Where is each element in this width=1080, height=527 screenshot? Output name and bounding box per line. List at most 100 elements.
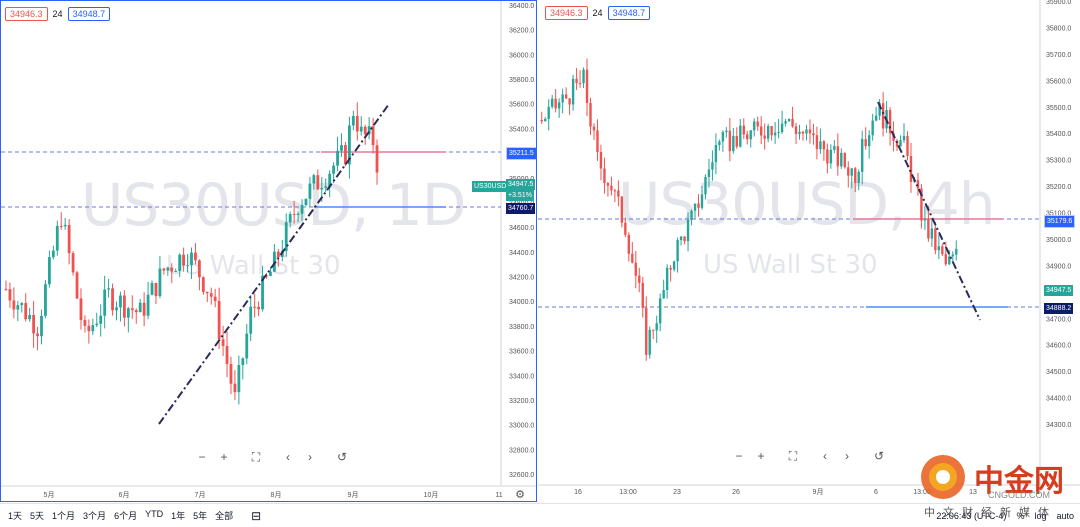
candle-body[interactable]	[658, 298, 662, 324]
candle-body[interactable]	[746, 134, 749, 140]
candle-body[interactable]	[693, 203, 697, 211]
candle-body[interactable]	[815, 135, 819, 150]
candle-body[interactable]	[606, 182, 610, 186]
candle-body[interactable]	[871, 120, 874, 136]
candle-body[interactable]	[146, 294, 150, 316]
candle-body[interactable]	[261, 275, 264, 310]
candle-body[interactable]	[728, 130, 732, 152]
daily-candlestick-chart[interactable]: 36400.0 36200.0 36000.0 35800.0 35600.0 35400…	[1, 1, 537, 502]
candle-body[interactable]	[638, 275, 641, 283]
candle-body[interactable]	[209, 293, 213, 297]
candle-body[interactable]	[557, 102, 561, 109]
candle-body[interactable]	[948, 256, 951, 265]
candle-body[interactable]	[874, 115, 878, 121]
candle-body[interactable]	[645, 307, 648, 355]
candle-body[interactable]	[99, 315, 103, 324]
bid-price[interactable]: 34946.3	[545, 6, 588, 20]
candle-body[interactable]	[829, 149, 833, 164]
candle-body[interactable]	[700, 194, 704, 208]
daily-chart-pane[interactable]: US30USD, 1D US Wall St 30 36400.0 36200.0…	[0, 0, 537, 502]
candle-body[interactable]	[284, 222, 288, 251]
candle-body[interactable]	[725, 130, 728, 133]
candle-body[interactable]	[40, 315, 43, 337]
candle-body[interactable]	[634, 262, 637, 276]
candle-body[interactable]	[75, 272, 79, 299]
candle-body[interactable]	[550, 98, 554, 107]
candle-body[interactable]	[878, 103, 881, 116]
candle-body[interactable]	[166, 267, 170, 271]
candle-body[interactable]	[867, 135, 871, 147]
candle-body[interactable]	[288, 214, 292, 223]
candle-body[interactable]	[599, 152, 603, 169]
candle-body[interactable]	[589, 103, 592, 127]
candle-body[interactable]	[276, 251, 280, 257]
candle-body[interactable]	[225, 345, 229, 365]
candle-body[interactable]	[899, 140, 902, 147]
timeframe-button[interactable]: 1天	[8, 511, 23, 521]
candle-body[interactable]	[79, 298, 83, 321]
candle-body[interactable]	[847, 167, 850, 176]
candle-body[interactable]	[955, 248, 958, 255]
candle-body[interactable]	[833, 146, 836, 150]
scroll-left-button[interactable]: ‹	[286, 450, 290, 464]
candle-body[interactable]	[237, 365, 241, 393]
candle-body[interactable]	[840, 152, 843, 167]
ask-price[interactable]: 34948.7	[607, 6, 651, 20]
candle-body[interactable]	[205, 291, 209, 294]
candle-body[interactable]	[571, 78, 575, 105]
candle-body[interactable]	[544, 118, 547, 122]
candle-body[interactable]	[122, 295, 126, 318]
candle-body[interactable]	[819, 141, 822, 150]
candle-body[interactable]	[24, 303, 28, 320]
candle-body[interactable]	[197, 260, 201, 278]
candle-body[interactable]	[944, 254, 948, 265]
candle-body[interactable]	[714, 145, 718, 163]
candle-body[interactable]	[895, 140, 899, 147]
candle-body[interactable]	[308, 183, 312, 199]
candle-body[interactable]	[126, 308, 130, 318]
candle-body[interactable]	[735, 136, 739, 147]
candle-body[interactable]	[59, 225, 63, 227]
candle-body[interactable]	[770, 126, 773, 136]
candle-body[interactable]	[44, 284, 47, 316]
candle-body[interactable]	[596, 130, 599, 153]
candle-body[interactable]	[28, 314, 32, 320]
candle-body[interactable]	[213, 296, 217, 301]
candle-body[interactable]	[655, 323, 658, 331]
candle-body[interactable]	[162, 268, 166, 271]
candle-body[interactable]	[103, 289, 107, 316]
candle-body[interactable]	[324, 186, 328, 188]
candle-body[interactable]	[115, 307, 118, 311]
candle-body[interactable]	[941, 246, 944, 255]
candle-body[interactable]	[836, 146, 840, 167]
candle-body[interactable]	[888, 110, 892, 134]
candle-body[interactable]	[186, 265, 189, 267]
timeframe-button[interactable]: 3个月	[83, 511, 107, 521]
candle-body[interactable]	[320, 187, 324, 190]
candle-body[interactable]	[592, 126, 596, 131]
candle-body[interactable]	[138, 302, 142, 313]
candle-body[interactable]	[787, 118, 791, 122]
zoom-out-button[interactable]: −	[198, 450, 206, 464]
candle-body[interactable]	[906, 135, 909, 156]
candle-body[interactable]	[850, 168, 853, 176]
candle-body[interactable]	[843, 152, 846, 168]
candle-body[interactable]	[564, 94, 568, 99]
candle-body[interactable]	[55, 225, 59, 251]
candle-body[interactable]	[130, 308, 134, 311]
candle-body[interactable]	[617, 190, 620, 197]
trendline[interactable]	[877, 101, 981, 321]
candle-body[interactable]	[241, 358, 245, 366]
candle-body[interactable]	[142, 302, 146, 316]
candle-body[interactable]	[233, 383, 237, 393]
candle-body[interactable]	[808, 129, 812, 134]
candle-body[interactable]	[170, 267, 174, 272]
candle-body[interactable]	[826, 149, 829, 164]
candle-body[interactable]	[742, 125, 745, 135]
trendline[interactable]	[158, 103, 390, 425]
candle-body[interactable]	[16, 305, 20, 310]
fit-screen-button[interactable]: ⛶	[788, 448, 798, 463]
calendar-range-icon[interactable]: ⊟	[251, 508, 262, 523]
candle-body[interactable]	[36, 333, 39, 337]
four-hour-candlestick-chart[interactable]: 35900.0 35800.0 35700.0 35600.0 35500.0 35400…	[538, 0, 1080, 502]
